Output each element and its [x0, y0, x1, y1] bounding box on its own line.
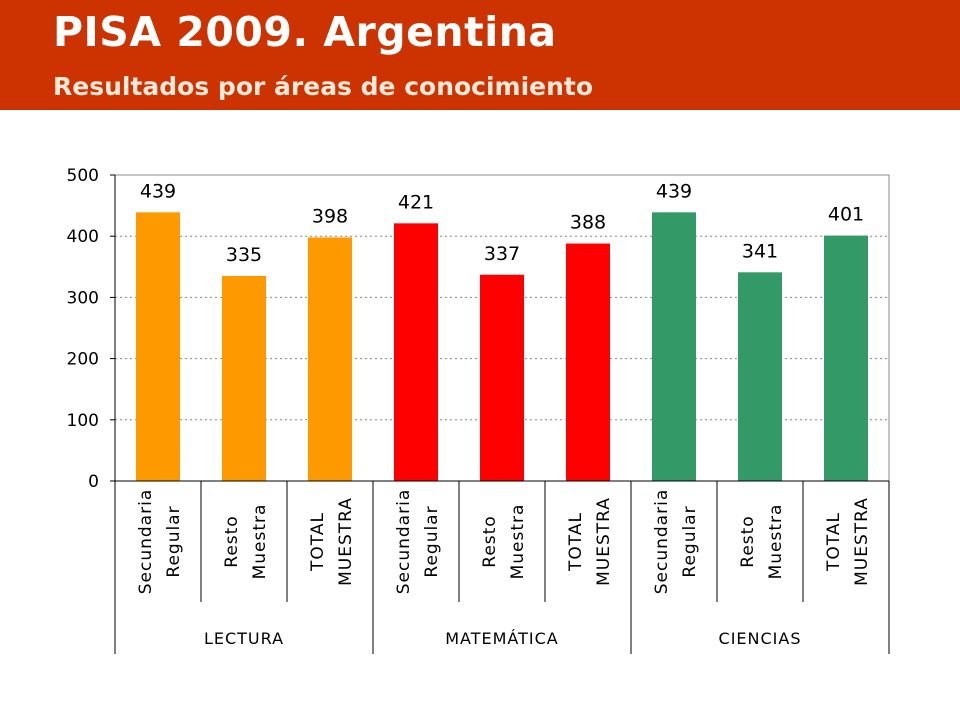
y-tick-label: 500 — [67, 166, 99, 186]
page-subtitle: Resultados por áreas de conocimiento — [53, 72, 594, 101]
bar — [738, 272, 782, 481]
bar — [824, 235, 868, 481]
bar — [480, 274, 524, 481]
x-tick-label: MUESTRA — [594, 497, 614, 586]
data-label: 421 — [398, 191, 434, 213]
data-label: 337 — [484, 243, 520, 265]
bar — [136, 212, 180, 481]
y-tick-label: 200 — [67, 350, 99, 370]
x-tick-label: Resto — [222, 515, 242, 567]
data-label: 401 — [828, 204, 864, 226]
y-tick-label: 0 — [88, 472, 99, 492]
x-tick-label: Regular — [164, 505, 184, 577]
title-banner: PISA 2009. Argentina Resultados por área… — [0, 0, 960, 110]
data-labels: 439 335 398 421 337 388 439 341 401 — [140, 180, 864, 266]
x-tick-label: TOTAL — [566, 512, 586, 572]
data-label: 388 — [570, 212, 606, 234]
x-tick-label: Muestra — [766, 504, 786, 580]
y-tick-label: 400 — [67, 227, 99, 247]
bar — [222, 275, 266, 481]
x-tick-label: Muestra — [250, 504, 270, 580]
x-tick-label: Resto — [480, 515, 500, 567]
x-tick-label: Regular — [680, 505, 700, 577]
x-tick-label: Secundaria — [394, 489, 414, 594]
bar — [308, 237, 352, 481]
data-label: 439 — [656, 180, 692, 202]
data-label: 335 — [226, 244, 262, 266]
x-tick-label: TOTAL — [308, 512, 328, 572]
page-title: PISA 2009. Argentina — [53, 8, 557, 56]
bar — [652, 212, 696, 481]
group-label: CIENCIAS — [719, 629, 802, 648]
data-label: 341 — [742, 240, 778, 262]
x-tick-label: Resto — [738, 515, 758, 567]
x-tick-label: TOTAL — [824, 512, 844, 572]
x-tick-label: Secundaria — [136, 489, 156, 594]
bars — [136, 212, 868, 481]
bar — [394, 223, 438, 481]
bar — [566, 243, 610, 481]
x-tick-label: MUESTRA — [852, 497, 872, 586]
y-tick-label: 300 — [67, 288, 99, 308]
y-axis: 0 100 200 300 400 500 — [67, 166, 116, 492]
y-tick-label: 100 — [67, 411, 99, 431]
x-axis: Secundaria Regular Resto Muestra TOTAL MUESTR… — [114, 480, 890, 654]
x-tick-label: Secundaria — [652, 489, 672, 594]
group-label: MATEMÁTICA — [445, 629, 559, 648]
x-tick-label: Muestra — [508, 504, 528, 580]
x-tick-label: MUESTRA — [336, 497, 356, 586]
group-label: LECTURA — [204, 629, 284, 648]
x-tick-label: Regular — [422, 505, 442, 577]
data-label: 398 — [312, 205, 348, 227]
data-label: 439 — [140, 180, 176, 202]
